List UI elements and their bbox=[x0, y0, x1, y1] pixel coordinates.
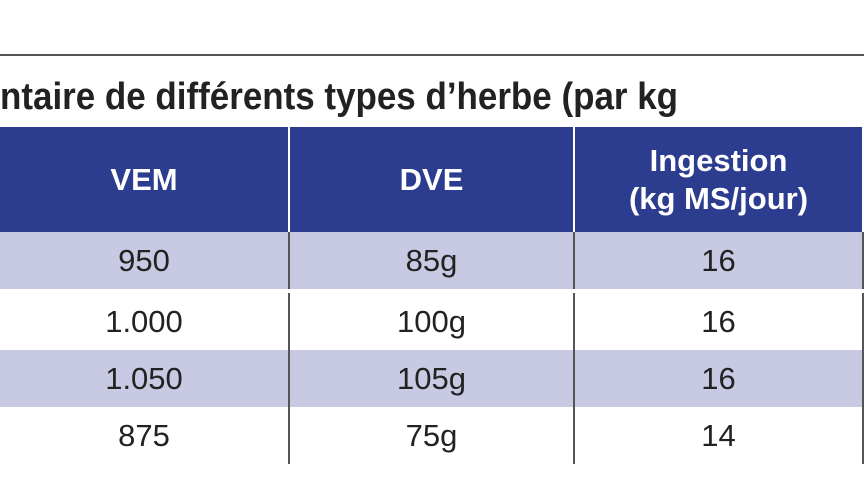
table-cell: 875 bbox=[0, 407, 290, 464]
table-cell: 100g bbox=[290, 293, 575, 350]
table-cell: 85g bbox=[290, 232, 575, 289]
table-row: 1.000 100g 16 bbox=[0, 293, 864, 350]
table-cell: 16 bbox=[575, 293, 864, 350]
header-text: (kg MS/jour) bbox=[628, 180, 809, 216]
table-cell: 1.050 bbox=[0, 350, 290, 407]
table-cell: 16 bbox=[575, 232, 864, 289]
table-cell: 105g bbox=[290, 350, 575, 407]
header-text: VEM bbox=[110, 161, 178, 197]
table-row: 950 85g 16 bbox=[0, 232, 864, 289]
table-cell: 950 bbox=[0, 232, 290, 289]
header-cell: DVE bbox=[290, 127, 575, 232]
header-cell: Ingestion (kg MS/jour) bbox=[575, 127, 864, 232]
table: VEM DVE Ingestion (kg MS/jour) 950 85g 16 1.00… bbox=[0, 127, 864, 464]
header-text: DVE bbox=[399, 161, 464, 197]
table-cell: 16 bbox=[575, 350, 864, 407]
table-title: ntaire de différents types d’herbe (par … bbox=[0, 76, 679, 118]
table-row: 875 75g 14 bbox=[0, 407, 864, 464]
header-cell: VEM bbox=[0, 127, 290, 232]
header-row: VEM DVE Ingestion (kg MS/jour) bbox=[0, 127, 864, 232]
header-text: Ingestion bbox=[649, 142, 788, 178]
table-cell: 1.000 bbox=[0, 293, 290, 350]
table-cell: 14 bbox=[575, 407, 864, 464]
top-rule bbox=[0, 54, 864, 56]
table-cell: 75g bbox=[290, 407, 575, 464]
table-row: 1.050 105g 16 bbox=[0, 350, 864, 407]
